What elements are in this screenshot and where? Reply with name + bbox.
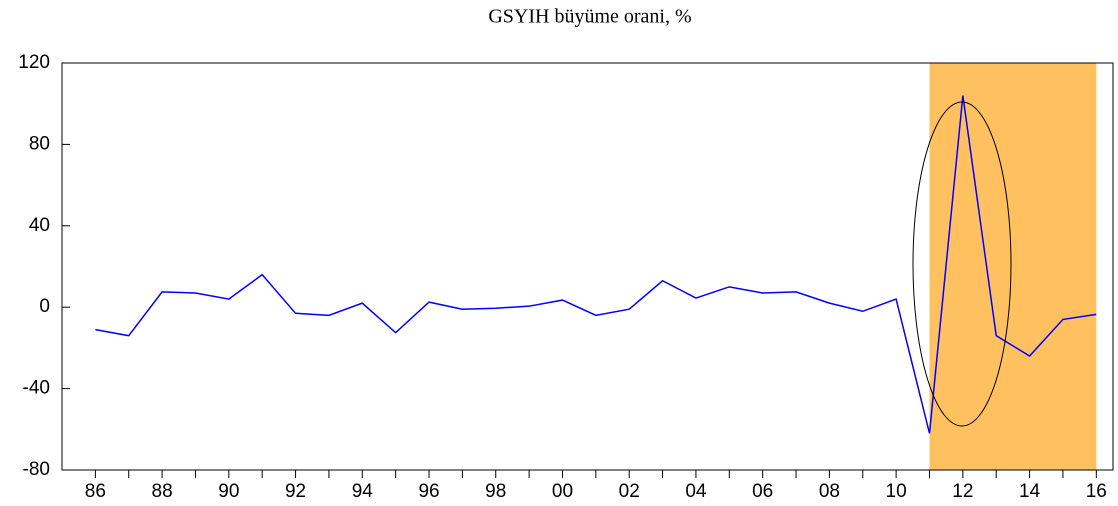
- annotation-ellipse: [912, 101, 1012, 427]
- x-tick-label: 86: [85, 481, 106, 502]
- x-tick-label: 10: [886, 481, 907, 502]
- x-tick-label: 06: [752, 481, 773, 502]
- x-tick-label: 92: [285, 481, 306, 502]
- data-line: [95, 95, 1097, 434]
- y-tick-label: 40: [29, 215, 50, 236]
- y-tick-label: -40: [23, 378, 50, 399]
- x-tick-label: 16: [1086, 481, 1107, 502]
- x-tick-label: 94: [352, 481, 374, 502]
- shaded-region: [929, 63, 1097, 470]
- x-tick-label: 88: [152, 481, 173, 502]
- chart-title: GSYIH büyüme orani, %: [488, 6, 691, 28]
- x-tick-label: 08: [819, 481, 840, 502]
- x-tick-label: 00: [552, 481, 573, 502]
- y-tick-label: 120: [18, 52, 50, 73]
- x-tick-label: 96: [418, 481, 439, 502]
- plot-frame: [61, 62, 1114, 471]
- x-tick-label: 02: [619, 481, 640, 502]
- x-tick-label: 14: [1019, 481, 1041, 502]
- x-tick-label: 90: [218, 481, 239, 502]
- y-tick-label: 80: [29, 133, 50, 154]
- x-tick-label: 98: [485, 481, 506, 502]
- x-tick-label: 12: [952, 481, 973, 502]
- y-tick-label: 0: [39, 296, 50, 317]
- y-tick-label: -80: [23, 459, 50, 480]
- x-tick-label: 04: [685, 481, 707, 502]
